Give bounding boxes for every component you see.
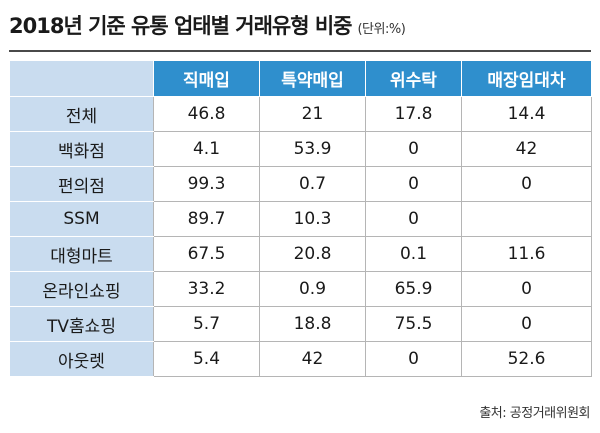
table-cell: 0 <box>461 306 592 342</box>
table-cell: 21 <box>259 96 366 132</box>
data-table: 직매입 특약매입 위수탁 매장임대차 전체 46.8 21 17.8 14.4 … <box>9 60 592 377</box>
table-cell: 18.8 <box>259 306 366 342</box>
row-label: 온라인쇼핑 <box>9 271 154 307</box>
table-cell: 0.1 <box>365 236 462 272</box>
row-label: SSM <box>9 201 154 237</box>
column-header-consignment: 위수탁 <box>365 60 462 97</box>
table-cell: 0.7 <box>259 166 366 202</box>
table-row: 전체 46.8 21 17.8 14.4 <box>9 96 592 132</box>
table-cell: 4.1 <box>153 131 260 167</box>
table-header-row: 직매입 특약매입 위수탁 매장임대차 <box>9 60 592 97</box>
table-row: 아웃렛 5.4 42 0 52.6 <box>9 341 592 377</box>
table-cell: 17.8 <box>365 96 462 132</box>
table-cell: 65.9 <box>365 271 462 307</box>
table-cell <box>461 201 592 237</box>
row-label: TV홈쇼핑 <box>9 306 154 342</box>
table-cell: 20.8 <box>259 236 366 272</box>
table-cell: 46.8 <box>153 96 260 132</box>
column-header-specific-purchase: 특약매입 <box>259 60 366 97</box>
table-cell: 0 <box>365 341 462 377</box>
table-cell: 75.5 <box>365 306 462 342</box>
table-cell: 52.6 <box>461 341 592 377</box>
table-row: 대형마트 67.5 20.8 0.1 11.6 <box>9 236 592 272</box>
column-header-store-lease: 매장임대차 <box>461 60 592 97</box>
source-note: 출처: 공정거래위원회 <box>479 406 590 421</box>
table-cell: 42 <box>461 131 592 167</box>
title-divider <box>9 50 591 52</box>
row-label: 전체 <box>9 96 154 132</box>
page-title: 2018년 기준 유통 업태별 거래유형 비중 <box>9 14 352 38</box>
table-cell: 53.9 <box>259 131 366 167</box>
table-row: 온라인쇼핑 33.2 0.9 65.9 0 <box>9 271 592 307</box>
table-cell: 89.7 <box>153 201 260 237</box>
table-cell: 5.7 <box>153 306 260 342</box>
table-cell: 42 <box>259 341 366 377</box>
table-cell: 33.2 <box>153 271 260 307</box>
table-cell: 5.4 <box>153 341 260 377</box>
table-row: TV홈쇼핑 5.7 18.8 75.5 0 <box>9 306 592 342</box>
table-cell: 67.5 <box>153 236 260 272</box>
row-label: 편의점 <box>9 166 154 202</box>
table-row: 편의점 99.3 0.7 0 0 <box>9 166 592 202</box>
table-cell: 0 <box>365 166 462 202</box>
table-row: 백화점 4.1 53.9 0 42 <box>9 131 592 167</box>
table-cell: 11.6 <box>461 236 592 272</box>
title-row: 2018년 기준 유통 업태별 거래유형 비중 (단위:%) <box>9 10 406 40</box>
row-label: 대형마트 <box>9 236 154 272</box>
table-cell: 99.3 <box>153 166 260 202</box>
header-corner-cell <box>9 60 154 97</box>
unit-label: (단위:%) <box>357 22 406 37</box>
table-cell: 10.3 <box>259 201 366 237</box>
table-row: SSM 89.7 10.3 0 <box>9 201 592 237</box>
table-cell: 0 <box>365 131 462 167</box>
row-label: 백화점 <box>9 131 154 167</box>
column-header-direct-purchase: 직매입 <box>153 60 260 97</box>
table-cell: 0.9 <box>259 271 366 307</box>
table-cell: 14.4 <box>461 96 592 132</box>
table-cell: 0 <box>461 271 592 307</box>
table-cell: 0 <box>365 201 462 237</box>
row-label: 아웃렛 <box>9 341 154 377</box>
table-cell: 0 <box>461 166 592 202</box>
